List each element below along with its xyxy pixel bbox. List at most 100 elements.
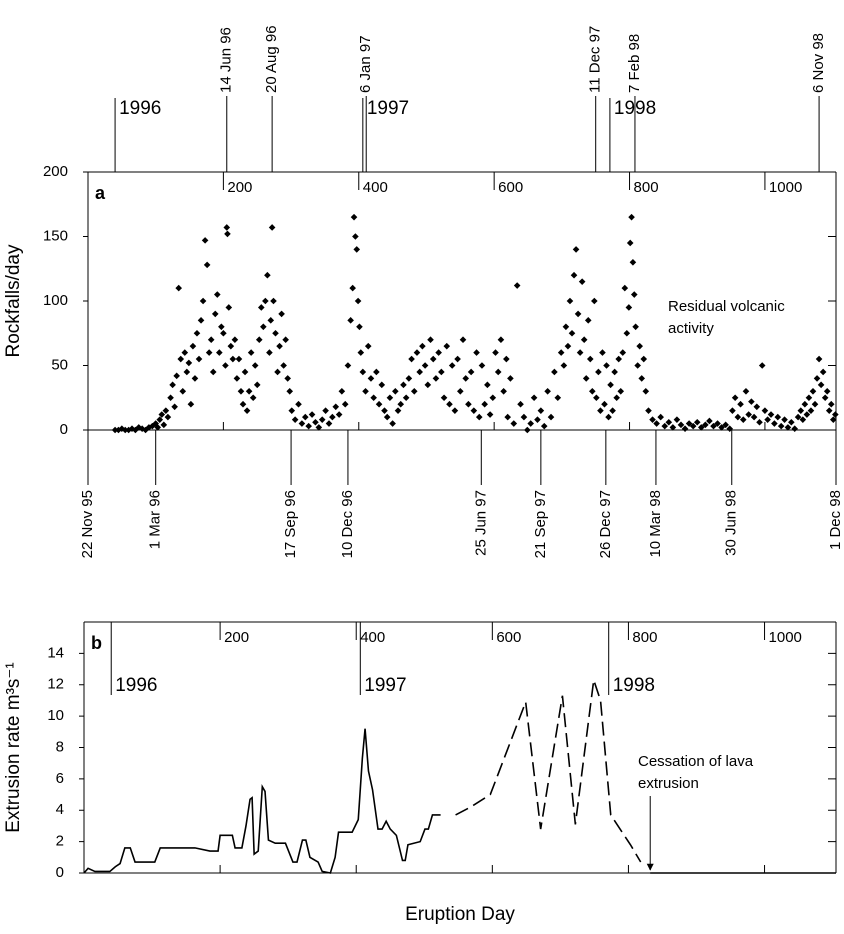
data-point — [805, 394, 813, 402]
data-point — [540, 422, 548, 430]
data-point — [799, 416, 807, 423]
date-label: 14 Jun 96 — [218, 27, 235, 93]
data-point — [557, 349, 565, 356]
data-point — [352, 233, 359, 240]
year-label: 1997 — [367, 98, 409, 119]
data-point — [628, 213, 635, 221]
data-point — [572, 246, 580, 253]
data-point — [537, 407, 545, 414]
data-point — [435, 349, 442, 356]
data-point — [534, 416, 541, 423]
data-point — [257, 304, 265, 311]
data-point — [560, 362, 568, 369]
date-label: 1 Dec 98 — [827, 490, 844, 550]
data-point — [777, 422, 785, 430]
data-point — [734, 413, 742, 421]
data-point — [301, 413, 309, 421]
data-point — [500, 388, 507, 395]
data-point — [771, 420, 778, 427]
data-point — [629, 259, 637, 266]
data-point — [803, 411, 811, 418]
data-point — [554, 394, 562, 402]
y-tick-label: 14 — [47, 644, 64, 661]
data-point — [135, 424, 143, 431]
data-point — [410, 388, 418, 395]
x-tick-label: 400 — [363, 179, 388, 196]
data-point — [794, 413, 802, 421]
data-point — [625, 304, 633, 311]
data-point — [821, 394, 829, 402]
data-point — [784, 424, 792, 431]
data-point — [419, 342, 426, 350]
x-tick-label: 400 — [360, 629, 385, 646]
data-point — [473, 349, 480, 356]
data-point — [280, 362, 287, 369]
data-point — [272, 329, 279, 337]
data-point — [595, 368, 602, 376]
data-point — [128, 425, 136, 433]
data-point — [626, 239, 634, 247]
data-point — [195, 355, 203, 363]
y-tick-label: 200 — [43, 163, 68, 180]
data-point — [169, 381, 176, 389]
data-point — [706, 417, 713, 425]
data-point — [586, 355, 594, 363]
data-point — [185, 359, 193, 367]
date-label: 17 Sep 96 — [282, 490, 299, 558]
data-point — [613, 394, 620, 402]
data-point — [341, 400, 349, 408]
data-point — [597, 407, 604, 414]
x-tick-label: 800 — [632, 629, 657, 646]
y-tick-label: 4 — [56, 801, 64, 818]
data-point — [364, 342, 372, 350]
data-point — [211, 310, 219, 318]
y-tick-label: 12 — [47, 676, 64, 693]
date-label: 10 Mar 98 — [647, 490, 664, 558]
data-point — [350, 213, 358, 221]
data-point — [282, 336, 289, 343]
data-point — [486, 411, 494, 418]
data-point — [781, 416, 788, 423]
data-point — [171, 403, 178, 411]
data-point — [223, 224, 231, 231]
x-tick-label: 600 — [498, 179, 523, 196]
y-axis-label: Rockfalls/day — [3, 244, 24, 357]
data-point — [389, 420, 396, 427]
data-point — [413, 349, 421, 356]
data-point — [218, 323, 225, 331]
data-point — [764, 416, 771, 423]
data-point — [467, 368, 475, 376]
data-point — [267, 317, 275, 324]
data-point — [513, 282, 521, 289]
data-point — [524, 426, 531, 434]
data-point — [193, 329, 201, 337]
data-line — [83, 728, 441, 874]
data-point — [203, 261, 211, 269]
data-point — [249, 394, 257, 402]
data-point — [527, 420, 535, 427]
data-point — [589, 388, 596, 395]
data-point — [507, 375, 514, 382]
data-point — [797, 407, 805, 414]
data-point — [562, 323, 570, 331]
data-point — [405, 375, 413, 382]
data-point — [761, 407, 769, 414]
data-point — [742, 388, 750, 395]
data-point — [335, 411, 343, 418]
data-point — [268, 224, 276, 231]
data-point — [251, 362, 259, 369]
data-point — [440, 394, 448, 402]
data-point — [454, 355, 461, 363]
data-point — [154, 424, 162, 431]
data-point — [394, 407, 402, 414]
data-point — [298, 420, 306, 427]
data-point — [241, 368, 249, 376]
data-point — [111, 426, 119, 434]
data-point — [726, 425, 734, 433]
data-point — [623, 329, 631, 337]
year-label: 1998 — [613, 675, 655, 696]
data-point — [710, 422, 717, 430]
data-point — [322, 407, 329, 414]
y-tick-label: 100 — [43, 292, 68, 309]
